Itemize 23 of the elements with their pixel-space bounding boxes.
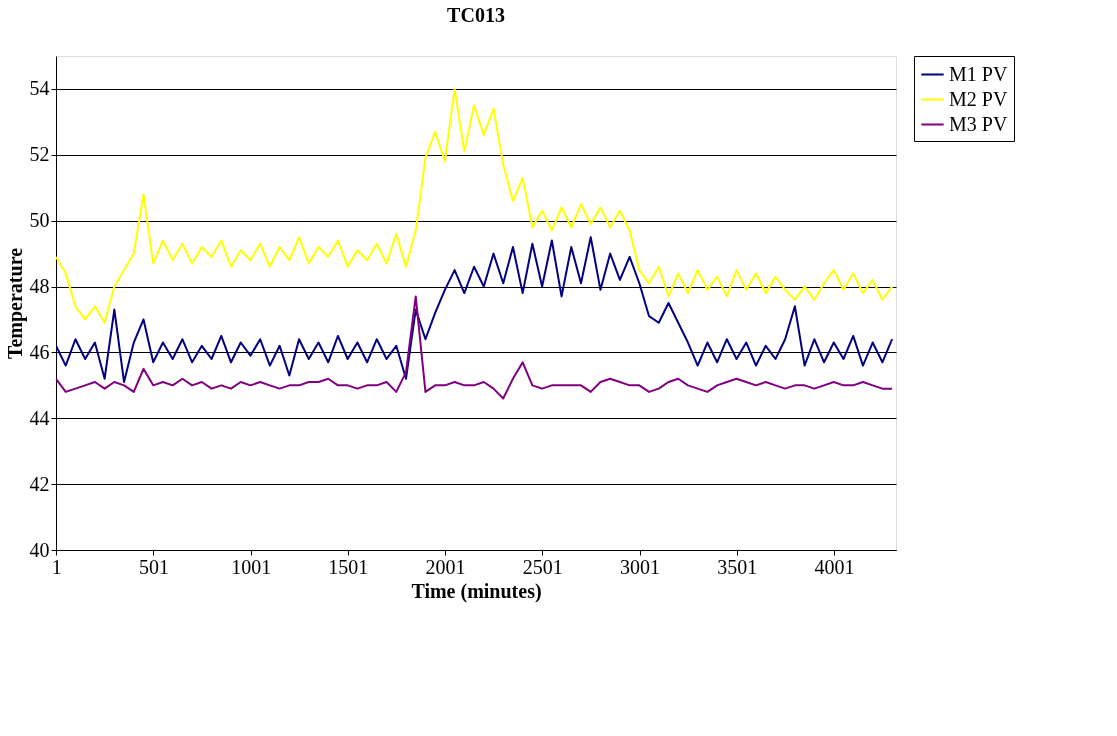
y-tick-label: 42 (29, 472, 50, 495)
x-tick-label: 1501 (328, 555, 369, 578)
chart-title: TC013 (447, 3, 505, 26)
legend-label: M1 PV (949, 62, 1008, 85)
y-tick-label: 40 (29, 538, 50, 561)
x-tick-label: 2001 (425, 555, 466, 578)
x-tick-label: 4001 (814, 555, 855, 578)
x-tick-label: 501 (138, 555, 169, 578)
y-tick-label: 50 (29, 209, 50, 232)
x-axis-title: Time (minutes) (411, 579, 542, 603)
y-tick-label: 54 (29, 77, 50, 100)
y-tick-label: 44 (29, 406, 50, 429)
legend-label: M2 PV (949, 87, 1008, 110)
x-tick-label: 3501 (717, 555, 758, 578)
x-tick-label: 2501 (522, 555, 563, 578)
x-tick-label: 1 (51, 555, 62, 578)
y-tick-label: 46 (29, 340, 50, 363)
y-tick-label: 48 (29, 275, 50, 298)
x-tick-label: 1001 (231, 555, 272, 578)
x-tick-label: 3001 (620, 555, 661, 578)
legend-label: M3 PV (949, 112, 1008, 135)
y-axis-title: Temperature (3, 247, 27, 360)
y-tick-label: 52 (29, 143, 50, 166)
